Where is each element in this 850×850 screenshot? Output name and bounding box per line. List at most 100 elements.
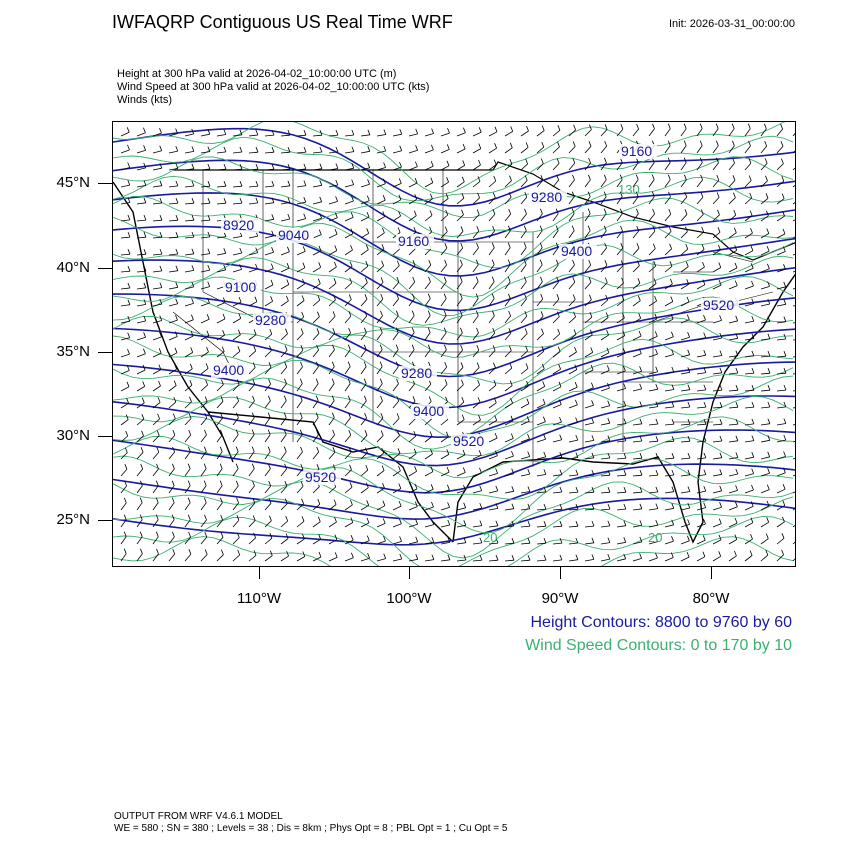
wind-barb — [792, 219, 795, 222]
wind-barb — [456, 396, 465, 409]
wind-barb — [376, 195, 386, 205]
wind-barb — [712, 174, 720, 188]
wind-barb — [296, 498, 304, 511]
wind-barb — [504, 450, 514, 460]
wind-barb — [744, 175, 752, 188]
wind-barb — [344, 327, 351, 341]
wind-barb — [136, 548, 143, 562]
wind-barb — [568, 225, 575, 239]
wind-barb — [408, 293, 415, 307]
wind-barb — [312, 378, 319, 392]
wind-barb — [200, 480, 207, 494]
wind-barb — [584, 382, 594, 392]
wind-barb — [696, 435, 707, 443]
wind-barb — [728, 262, 738, 273]
wind-barb — [760, 158, 768, 171]
wind-barb — [120, 548, 127, 562]
wind-barb — [680, 314, 690, 324]
wind-speed-contour-line — [113, 216, 794, 298]
wind-barb — [488, 126, 498, 137]
wind-barb — [696, 140, 703, 154]
wind-barb — [664, 278, 673, 290]
height-contour-line — [113, 293, 795, 378]
wind-barb — [744, 367, 755, 375]
wind-barb — [488, 276, 495, 290]
wind-barb — [344, 535, 354, 545]
wind-barb — [408, 327, 415, 341]
wind-barb — [232, 313, 242, 324]
wind-barb — [264, 164, 275, 171]
wind-barb — [792, 150, 795, 154]
wind-barb — [280, 147, 291, 154]
wind-barb — [392, 145, 403, 154]
wind-barb — [680, 384, 691, 392]
wind-barb — [152, 430, 160, 443]
wind-barb — [504, 225, 511, 239]
wind-barb — [264, 345, 272, 358]
wind-barb — [744, 418, 755, 426]
contour-label-bg — [221, 218, 259, 233]
wind-barb — [712, 551, 722, 562]
wind-barb — [776, 299, 787, 307]
wind-barb — [696, 123, 703, 137]
lat-tick — [98, 183, 112, 184]
wind-barb — [648, 418, 659, 426]
wind-barb — [600, 537, 611, 545]
wind-barb — [664, 436, 675, 443]
wind-barb — [568, 276, 576, 290]
wind-barb — [232, 346, 241, 358]
wind-barb — [200, 163, 211, 171]
wind-barb — [680, 367, 691, 375]
wind-barb — [408, 145, 418, 154]
wind-barb — [392, 277, 400, 290]
wind-barb — [456, 327, 463, 341]
wind-barb — [456, 344, 463, 358]
wind-barb — [616, 225, 623, 239]
wind-barb — [536, 175, 544, 188]
wind-barb — [616, 312, 625, 324]
wind-barb — [488, 175, 497, 188]
wind-barb — [488, 225, 495, 239]
wind-barb — [744, 140, 751, 154]
wind-barb — [456, 226, 464, 239]
wind-barb — [600, 157, 607, 171]
wind-barb — [312, 361, 319, 375]
wind-barb — [360, 162, 371, 171]
height-contour-line — [113, 429, 795, 494]
wind-barb — [520, 276, 527, 290]
wind-barb — [120, 332, 131, 341]
wind-barb — [520, 175, 528, 188]
wind-barb — [712, 485, 723, 494]
height-contour-line — [113, 259, 795, 345]
wind-speed-contour-line — [113, 416, 794, 479]
wind-barb — [344, 499, 353, 511]
wind-barb — [328, 395, 335, 409]
wind-barb — [744, 227, 753, 239]
wind-barb — [696, 502, 707, 511]
wind-barb — [200, 248, 211, 256]
wind-barb — [616, 435, 627, 443]
wind-barb — [648, 243, 656, 256]
wind-barb — [136, 214, 147, 222]
wind-barb — [568, 417, 578, 426]
wind-barb — [664, 157, 671, 171]
wind-barb — [504, 538, 515, 545]
wind-barb — [296, 146, 307, 154]
wind-barb — [600, 487, 611, 494]
wind-barb — [360, 517, 370, 528]
wind-barb — [744, 192, 753, 205]
wind-barb — [536, 328, 544, 341]
wind-barb — [792, 424, 795, 426]
wind-barb — [760, 210, 769, 222]
wind-barb — [648, 260, 657, 273]
wind-barb — [584, 417, 595, 426]
lon-tick — [560, 567, 561, 579]
wind-barb — [728, 333, 739, 341]
wind-barb — [664, 174, 671, 188]
contour-label-bg — [223, 280, 261, 295]
wind-barb — [120, 531, 127, 545]
wind-barb — [120, 430, 129, 443]
wind-barb — [296, 361, 303, 375]
wind-barb — [696, 384, 707, 392]
wind-barb — [184, 330, 194, 341]
